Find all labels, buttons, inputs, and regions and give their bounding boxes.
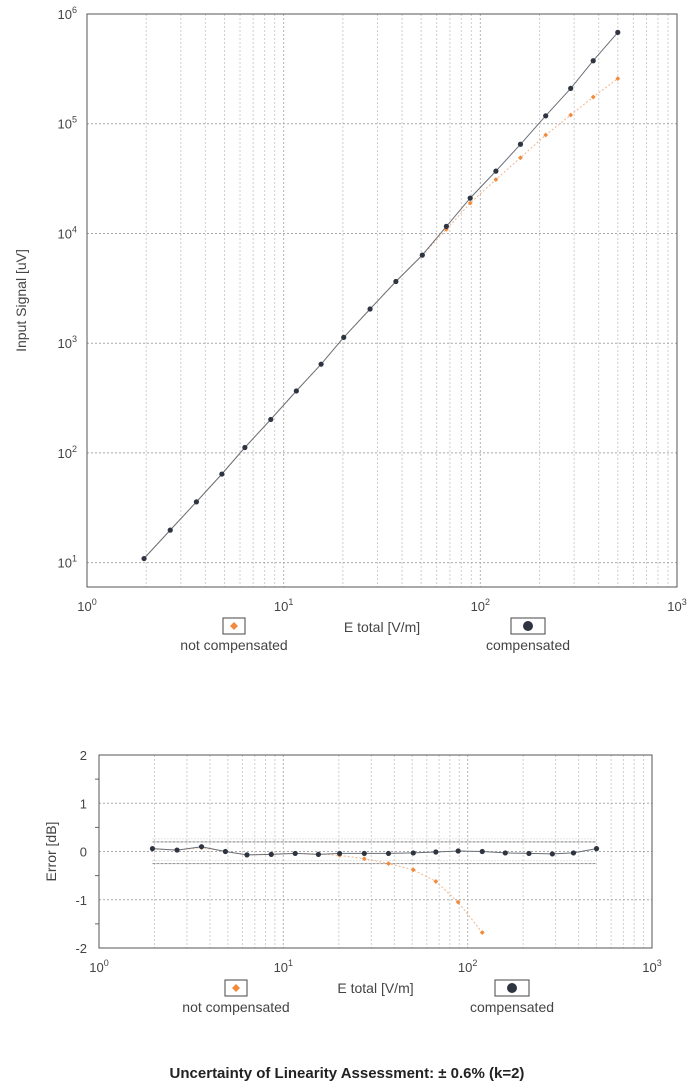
compensated-point [549, 851, 555, 857]
not-compensated-point [615, 76, 621, 81]
compensated-point [174, 847, 180, 853]
compensated-point [455, 848, 461, 854]
compensated-point [543, 113, 549, 119]
x-tick-label: 103 [667, 597, 686, 614]
x-tick-label: 102 [471, 597, 490, 614]
compensated-point [493, 168, 499, 174]
compensated-point [292, 850, 298, 857]
compensated-point [526, 850, 532, 857]
not-compensated-legend-label: not compensated [182, 999, 289, 1015]
x-tick-label: 103 [642, 958, 661, 975]
not-compensated-point [518, 155, 523, 161]
x-tick-label: 102 [458, 958, 477, 975]
compensated-series-line [143, 32, 619, 559]
x-tick-label: 101 [274, 597, 293, 614]
compensated-point [149, 846, 156, 852]
compensated-legend-marker [507, 983, 517, 993]
compensated-point [570, 850, 577, 856]
compensated-point [268, 851, 274, 857]
compensated-point [361, 850, 367, 857]
y-axis-title: Input Signal [uV] [13, 249, 29, 352]
compensated-point [244, 852, 250, 858]
compensated-point [517, 141, 524, 147]
not-compensated-point [455, 899, 461, 905]
plot-frame [86, 13, 678, 588]
compensated-point [198, 844, 205, 850]
compensated-point [268, 416, 274, 423]
x-axis-title: E total [V/m] [344, 619, 420, 635]
y-tick-label: 104 [58, 224, 77, 241]
compensated-point [341, 334, 347, 340]
not-compensated-point [568, 112, 574, 118]
y-tick-label: 1 [80, 796, 87, 811]
not-compensated-legend-marker [232, 984, 240, 992]
y-axis-title: Error [dB] [43, 822, 59, 882]
legend: not compensated compensated [182, 979, 554, 1015]
y-tick-label: 106 [58, 5, 77, 22]
compensated-point [219, 471, 225, 477]
compensated-point [367, 306, 373, 312]
not-compensated-legend-marker [230, 622, 238, 630]
y-tick-label: 103 [58, 334, 77, 351]
y-tick-label: 102 [58, 444, 77, 461]
compensated-point [502, 850, 508, 856]
compensated-point [167, 527, 173, 533]
x-tick-label: 100 [77, 597, 96, 614]
not-compensated-series-line [143, 78, 619, 559]
x-tick-label: 101 [274, 958, 293, 975]
y-tick-label: 0 [80, 845, 87, 860]
compensated-point [318, 361, 324, 367]
not-compensated-point [590, 94, 596, 100]
not-compensated-point [493, 177, 499, 182]
plot-area [141, 29, 621, 562]
y-tick-label: 2 [80, 748, 87, 763]
compensated-point [467, 195, 473, 201]
not-compensated-point [467, 200, 473, 206]
compensated-point [479, 848, 485, 855]
compensated-legend-marker [523, 621, 533, 631]
compensated-point [293, 388, 299, 394]
plot-frame [98, 754, 653, 949]
plot-area [149, 844, 600, 935]
not-compensated-point [386, 861, 391, 866]
not-compensated-point [543, 132, 549, 138]
compensated-point [419, 252, 425, 258]
compensated-point [222, 848, 229, 855]
compensated-point [443, 223, 449, 229]
compensated-point [590, 58, 596, 64]
compensated-point [393, 278, 399, 285]
not-compensated-point [443, 226, 449, 232]
compensated-point [410, 850, 416, 856]
compensated-point [615, 29, 621, 35]
compensated-legend-label: compensated [470, 999, 554, 1015]
not-compensated-point [361, 856, 367, 862]
not-compensated-point [479, 930, 485, 935]
compensated-point [141, 555, 147, 562]
uncertainty-footer: Uncertainty of Linearity Assessment: ± 0… [170, 1065, 525, 1082]
compensated-point [385, 850, 392, 857]
x-axis-title: E total [V/m] [337, 980, 413, 996]
legend: not compensated compensated [180, 617, 570, 653]
not-compensated-point [410, 867, 416, 873]
compensated-point [193, 499, 200, 505]
compensated-point [433, 849, 439, 855]
y-tick-label: 105 [58, 115, 77, 132]
input-signal-chart: 100 101 102 103 101 102 103 104 105 106 E total [V… [13, 5, 687, 653]
error-chart: 100 101 102 103 2 1 0 -1 -2 E total [V/m] Error [d… [43, 748, 662, 1015]
compensated-point [242, 444, 248, 451]
y-tick-label: -1 [75, 893, 87, 908]
x-tick-label: 100 [89, 958, 108, 975]
compensated-point [337, 850, 343, 857]
compensated-series-line [152, 846, 597, 856]
compensated-point [593, 846, 600, 852]
not-compensated-legend-label: not compensated [180, 637, 287, 653]
compensated-legend-label: compensated [486, 637, 570, 653]
not-compensated-series-line [152, 847, 483, 933]
y-tick-label: 101 [58, 554, 77, 571]
not-compensated-point [433, 879, 439, 884]
compensated-point [315, 851, 322, 857]
y-tick-label: -2 [75, 941, 87, 956]
compensated-point [568, 85, 574, 91]
